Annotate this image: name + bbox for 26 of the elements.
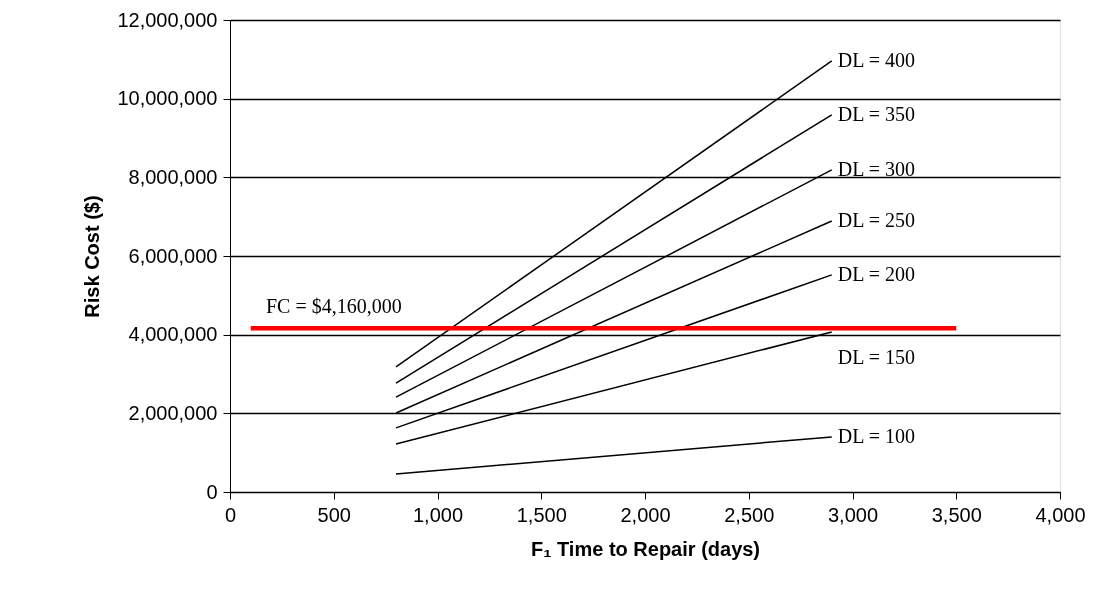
y-tick-label: 6,000,000 <box>128 244 218 267</box>
y-tick-label: 4,000,000 <box>128 323 218 346</box>
x-tick-label: 3,500 <box>931 503 982 526</box>
y-axis-title: Risk Cost ($) <box>81 195 104 318</box>
x-tick-label: 500 <box>317 503 351 526</box>
series-label: DL = 400 <box>837 48 915 71</box>
series-label: DL = 150 <box>837 345 915 368</box>
series-label: DL = 300 <box>837 157 915 180</box>
series-label: DL = 250 <box>837 208 915 231</box>
series-label: DL = 100 <box>837 424 915 447</box>
y-tick-label: 10,000,000 <box>117 87 218 110</box>
x-tick-label: 1,500 <box>516 503 567 526</box>
y-tick-label: 2,000,000 <box>128 401 218 424</box>
x-tick-label: 4,000 <box>1035 503 1086 526</box>
x-tick-label: 2,000 <box>620 503 671 526</box>
x-tick-label: 0 <box>224 503 237 526</box>
y-tick-label: 8,000,000 <box>128 165 218 188</box>
x-tick-label: 2,500 <box>724 503 775 526</box>
y-tick-label: 0 <box>206 480 218 503</box>
x-tick-label: 3,000 <box>827 503 879 526</box>
x-tick-label: 1,000 <box>412 503 464 526</box>
annotation: FC = $4,160,000 <box>266 295 402 317</box>
x-axis-title: F₁ Time to Repair (days) <box>530 537 761 560</box>
series-label: DL = 350 <box>837 102 915 125</box>
series-label: DL = 200 <box>837 262 915 285</box>
y-tick-label: 12,000,000 <box>117 8 218 31</box>
